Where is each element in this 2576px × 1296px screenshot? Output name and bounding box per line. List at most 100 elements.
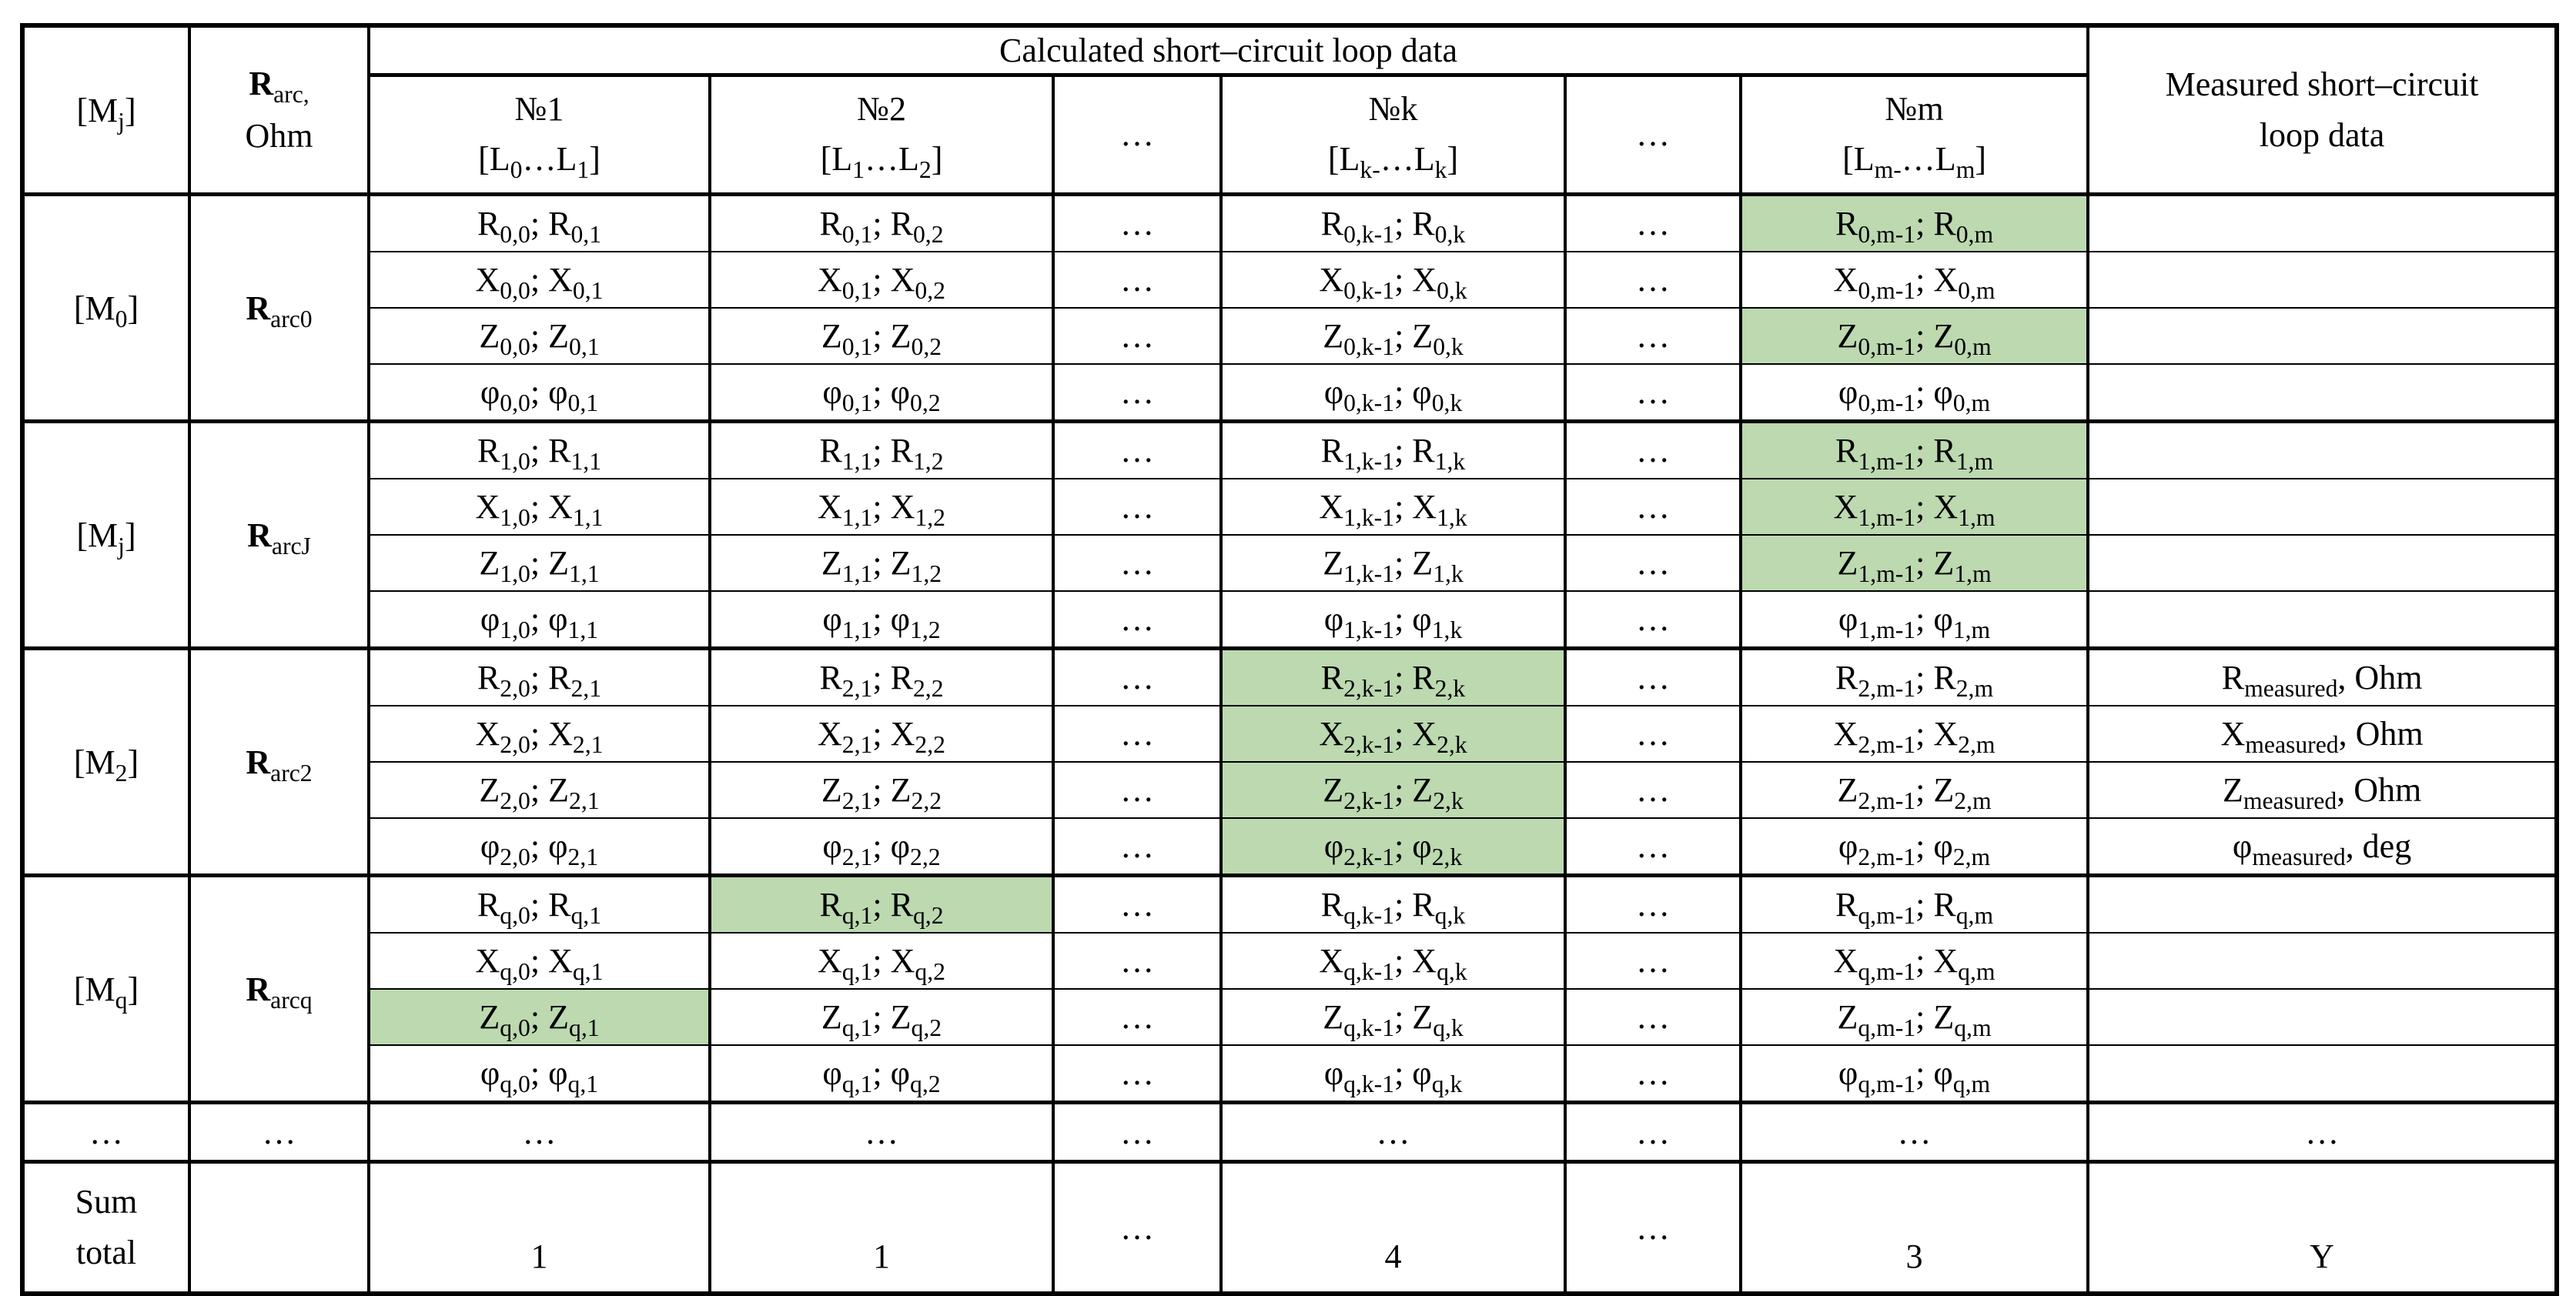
table-cell: Z0,0; Z0,1 <box>367 307 711 365</box>
measured-cell <box>2086 251 2559 309</box>
table-cell: Z1,k-1; Z1,k <box>1219 534 1567 592</box>
header-calculated-cell: Calculated short–circuit loop data <box>366 25 2090 77</box>
ellipsis-cell: … <box>1564 534 1742 592</box>
table-cell: Xq,0; Xq,1 <box>367 932 711 990</box>
table-cell: Zq,k-1; Zq,k <box>1219 988 1567 1046</box>
ellipsis-cell: … <box>1564 307 1742 365</box>
table-cell: R1,1; R1,2 <box>708 419 1055 479</box>
ellipsis-cell: … <box>1052 590 1223 650</box>
row-group-label: [Mq] <box>21 873 191 1104</box>
ellipsis-cell: … <box>1052 307 1223 365</box>
table-cell: X2,0; X2,1 <box>367 705 711 763</box>
ellipsis-cell: … <box>1564 705 1742 763</box>
loop-col-range: [Lm-…Lm] <box>1842 140 1986 183</box>
highlighted-cell: Z1,m-1; Z1,m <box>1738 534 2090 592</box>
table-cell: R1,0; R1,1 <box>367 419 711 479</box>
ellipsis-cell: … <box>1564 192 1742 252</box>
table-cell: Z0,1; Z0,2 <box>708 307 1055 365</box>
measured-cell <box>2086 873 2559 934</box>
row-group-label: [M0] <box>21 192 191 423</box>
ellipsis-cell: … <box>1564 1044 1742 1104</box>
highlighted-cell: R2,k-1; R2,k <box>1219 646 1567 706</box>
measured-cell <box>2086 534 2559 592</box>
table-cell: X1,1; X1,2 <box>708 478 1055 536</box>
highlighted-cell: Z2,k-1; Z2,k <box>1219 761 1567 819</box>
row-group-rarc: Rarc2 <box>188 646 370 877</box>
table-cell: X0,m-1; X0,m <box>1738 251 2090 309</box>
table-cell: R0,1; R0,2 <box>708 192 1055 252</box>
table-cell: φ1,m-1; φ1,m <box>1738 590 2090 650</box>
ellipsis-cell: … <box>1738 1101 2090 1163</box>
table-cell: Z2,0; Z2,1 <box>367 761 711 819</box>
table-cell: R2,0; R2,1 <box>367 646 711 706</box>
measured-cell <box>2086 419 2559 479</box>
table-cell: φq,0; φq,1 <box>367 1044 711 1104</box>
sum-value-cell: 4 <box>1219 1160 1567 1294</box>
table-cell: φq,1; φq,2 <box>708 1044 1055 1104</box>
ellipsis-cell: … <box>188 1101 370 1163</box>
loop-column-header: … <box>1052 74 1223 196</box>
measured-cell: Xmeasured, Ohm <box>2086 705 2559 763</box>
highlighted-cell: R1,m-1; R1,m <box>1738 419 2090 479</box>
table-cell: Xq,1; Xq,2 <box>708 932 1055 990</box>
ellipsis-cell: … <box>1052 192 1223 252</box>
ellipsis-cell: … <box>1052 478 1223 536</box>
ellipsis-cell: … <box>367 1101 711 1163</box>
sum-value-cell: Y <box>2086 1160 2559 1294</box>
ellipsis-cell: … <box>1219 1101 1567 1163</box>
table-cell: φ0,0; φ0,1 <box>367 363 711 423</box>
loop-col-number: №1 <box>514 90 564 128</box>
measured-cell: Zmeasured, Ohm <box>2086 761 2559 819</box>
row-group-label: [Mj] <box>21 419 191 650</box>
ellipsis-cell: … <box>1052 705 1223 763</box>
sum-empty-cell <box>188 1160 370 1294</box>
measured-cell <box>2086 363 2559 423</box>
short-circuit-loop-table: [Mj] Rarc, Ohm Calculated short–circuit l… <box>20 23 2560 1296</box>
table-cell: Rq,0; Rq,1 <box>367 873 711 934</box>
table-cell: X0,1; X0,2 <box>708 251 1055 309</box>
ellipsis-cell: … <box>1564 988 1742 1046</box>
sum-value-cell: … <box>1052 1160 1223 1294</box>
row-group-rarc: Rarcq <box>188 873 370 1104</box>
ellipsis-header: … <box>1636 115 1670 153</box>
ellipsis-cell: … <box>2086 1101 2559 1163</box>
sum-label-cell: Sum total <box>21 1160 191 1294</box>
row-group-label: [M2] <box>21 646 191 877</box>
loop-col-number: №m <box>1885 90 1944 128</box>
ellipsis-cell: … <box>1564 932 1742 990</box>
ellipsis-cell: … <box>1052 873 1223 934</box>
highlighted-cell: Rq,1; Rq,2 <box>708 873 1055 934</box>
measured-cell <box>2086 988 2559 1046</box>
loop-col-range: [Lk-…Lk] <box>1327 140 1459 183</box>
table-cell: R0,k-1; R0,k <box>1219 192 1567 252</box>
ellipsis-cell: … <box>1564 590 1742 650</box>
ellipsis-cell: … <box>1052 419 1223 479</box>
sum-value-cell: 1 <box>708 1160 1055 1294</box>
ellipsis-cell: … <box>1052 534 1223 592</box>
ellipsis-cell: … <box>21 1101 191 1163</box>
table-cell: Z2,m-1; Z2,m <box>1738 761 2090 819</box>
table-cell: φ1,1; φ1,2 <box>708 590 1055 650</box>
ellipsis-cell: … <box>1564 873 1742 934</box>
measured-cell: φmeasured, deg <box>2086 817 2559 877</box>
ellipsis-cell: … <box>1564 363 1742 423</box>
loop-col-number: №k <box>1368 90 1418 128</box>
highlighted-cell: φ2,k-1; φ2,k <box>1219 817 1567 877</box>
table-cell: Rq,k-1; Rq,k <box>1219 873 1567 934</box>
highlighted-cell: Zq,0; Zq,1 <box>367 988 711 1046</box>
ellipsis-cell: … <box>1564 1101 1742 1163</box>
highlighted-cell: Z0,m-1; Z0,m <box>1738 307 2090 365</box>
ellipsis-cell: … <box>708 1101 1055 1163</box>
ellipsis-cell: … <box>1052 363 1223 423</box>
table-cell: R1,k-1; R1,k <box>1219 419 1567 479</box>
measured-cell: Rmeasured, Ohm <box>2086 646 2559 706</box>
measured-cell <box>2086 478 2559 536</box>
loop-col-number: №2 <box>857 90 906 128</box>
table-cell: Xq,k-1; Xq,k <box>1219 932 1567 990</box>
measured-cell <box>2086 932 2559 990</box>
table-cell: X1,k-1; X1,k <box>1219 478 1567 536</box>
table-cell: R2,1; R2,2 <box>708 646 1055 706</box>
table-cell: φ0,m-1; φ0,m <box>1738 363 2090 423</box>
highlighted-cell: X1,m-1; X1,m <box>1738 478 2090 536</box>
table-cell: X0,k-1; X0,k <box>1219 251 1567 309</box>
